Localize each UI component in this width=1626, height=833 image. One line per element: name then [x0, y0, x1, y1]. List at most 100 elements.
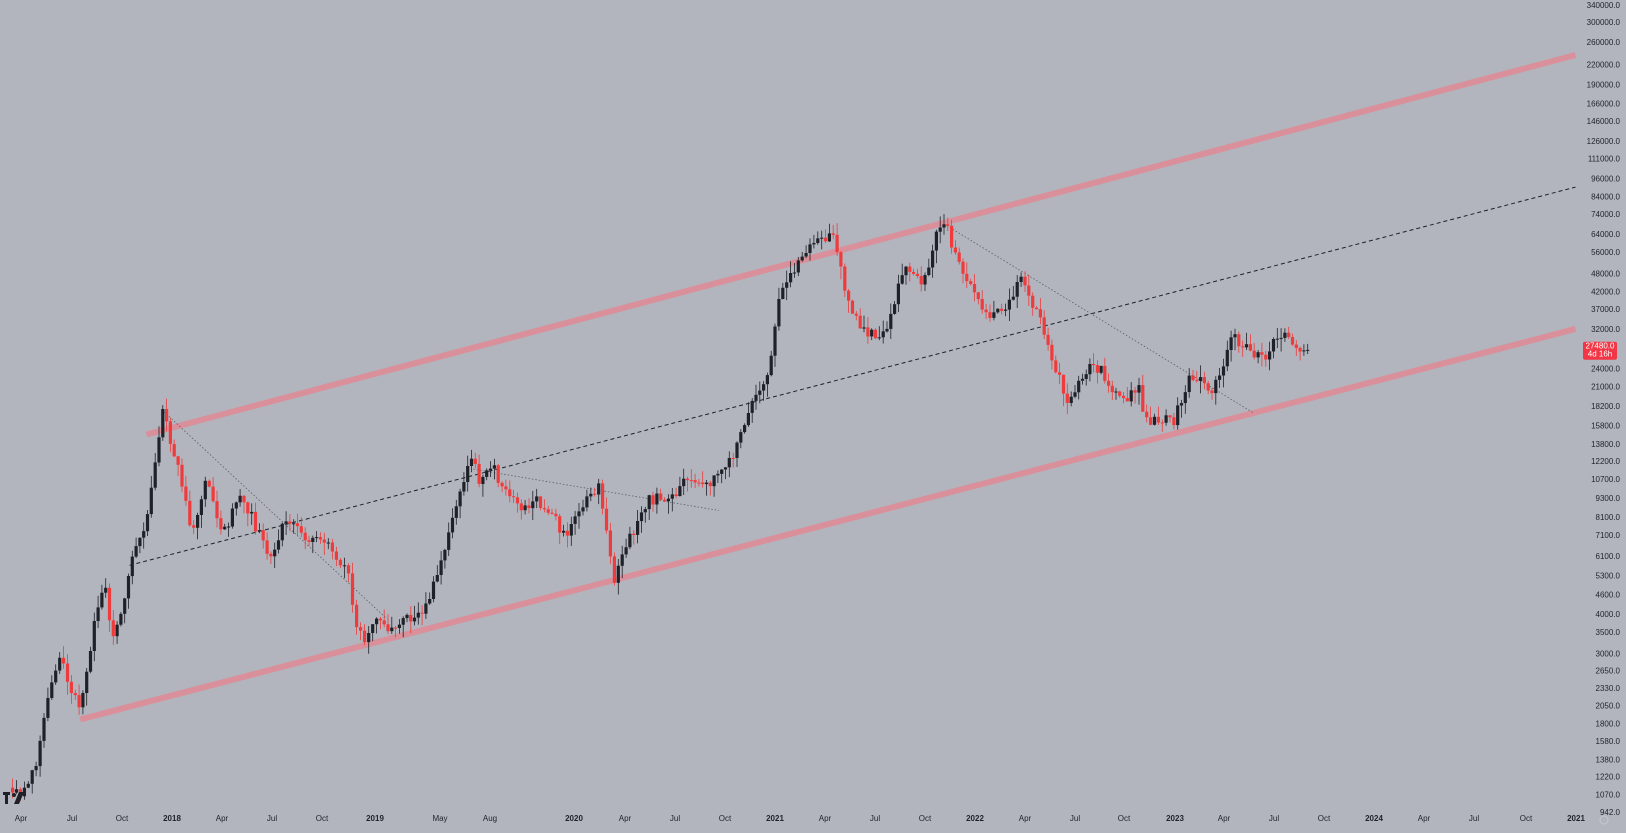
candle-down	[701, 482, 705, 485]
candle-down	[839, 252, 843, 267]
candle-up	[816, 238, 820, 243]
y-tick-label: 7100.0	[1596, 531, 1621, 540]
x-tick-label: Jul	[1469, 814, 1479, 823]
candle-down	[542, 508, 546, 510]
candle-up	[804, 253, 808, 257]
candle-up	[643, 509, 647, 513]
candle-up	[257, 530, 261, 532]
candle-up	[934, 231, 938, 251]
candle-down	[831, 233, 835, 235]
candle-down	[165, 409, 169, 422]
candle-down	[176, 456, 180, 465]
candle-up	[750, 400, 754, 413]
x-tick-label: Jul	[870, 814, 880, 823]
x-tick-label: Oct	[1520, 814, 1533, 823]
x-tick-label: Jul	[1269, 814, 1279, 823]
last-price-label-bg	[1583, 341, 1617, 360]
candle-down	[346, 565, 351, 574]
candle-up	[462, 482, 466, 492]
candle-up	[488, 468, 493, 471]
channel-median-line	[129, 186, 1576, 566]
candle-down	[689, 480, 693, 482]
candle-down	[659, 493, 663, 500]
candle-down	[1260, 352, 1264, 355]
candle-down	[207, 480, 211, 487]
candle-up	[273, 549, 277, 557]
candle-down	[1298, 347, 1302, 352]
chart-settings-icon[interactable]	[1599, 815, 1609, 825]
candle-up	[923, 275, 927, 285]
candle-down	[1141, 385, 1145, 412]
candle-down	[261, 530, 265, 541]
candle-down	[409, 614, 413, 622]
candle-up	[531, 501, 535, 509]
candle-down	[946, 224, 950, 226]
candle-up	[877, 337, 881, 339]
candle-up	[397, 624, 401, 628]
candle-up	[781, 287, 785, 299]
candle-up	[992, 312, 996, 318]
candle-up	[1073, 392, 1077, 397]
x-tick-label: Apr	[15, 814, 28, 823]
candle-up	[100, 592, 104, 608]
candle-down	[651, 495, 655, 505]
candle-up	[812, 243, 816, 245]
candle-up	[1011, 296, 1015, 300]
candle-up	[292, 523, 296, 525]
candle-up	[535, 496, 539, 502]
candle-up	[739, 432, 743, 443]
y-axis[interactable]: 340000.0 300000.0 260000.0 220000.0 190000.0…	[1587, 1, 1621, 817]
candle-down	[1046, 334, 1050, 345]
candle-up	[115, 624, 119, 637]
candle-up	[401, 618, 405, 625]
candle-down	[1103, 365, 1107, 381]
y-tick-label: 300000.0	[1587, 18, 1621, 27]
candle-down	[1027, 285, 1031, 296]
candle-up	[1187, 375, 1191, 392]
candle-down	[107, 587, 112, 621]
candle-up	[481, 476, 485, 484]
candle-up	[889, 313, 893, 329]
candle-down	[558, 516, 562, 533]
candle-up	[931, 250, 935, 268]
candle-down	[915, 273, 919, 276]
candle-up	[1225, 349, 1229, 367]
candle-up	[1164, 415, 1168, 423]
y-tick-label: 74000.0	[1591, 210, 1620, 219]
x-tick-label: 2021	[766, 814, 784, 823]
candle-up	[885, 328, 889, 332]
candle-up	[46, 698, 50, 718]
candle-up	[1007, 299, 1011, 310]
candle-down	[69, 681, 73, 694]
candle-down	[192, 525, 196, 528]
candle-down	[1118, 391, 1122, 396]
candle-up	[727, 458, 731, 468]
channel-lower-line	[79, 325, 1577, 723]
candle-down	[1107, 380, 1111, 386]
candle-up	[149, 487, 153, 515]
y-tick-label: 15800.0	[1591, 422, 1620, 431]
candle-up	[1088, 364, 1092, 375]
tradingview-logo-icon[interactable]	[3, 792, 24, 804]
channel-layer	[79, 52, 1577, 723]
candle-up	[485, 470, 489, 477]
candle-down	[1149, 417, 1153, 425]
x-axis[interactable]: Apr Jul Oct 2018 Apr Jul Oct 2019 May Aug 2020 Apr J…	[15, 814, 1586, 823]
candle-down	[550, 512, 554, 514]
candle-down	[1092, 364, 1096, 366]
candle-up	[577, 511, 581, 517]
candle-up	[1080, 378, 1085, 381]
y-tick-label: 24000.0	[1591, 364, 1620, 373]
candle-layer	[11, 214, 1310, 802]
y-tick-label: 96000.0	[1591, 174, 1620, 183]
candle-down	[477, 463, 481, 484]
candle-down	[858, 315, 862, 329]
candle-up	[581, 507, 585, 512]
candle-up	[81, 693, 85, 708]
last-price-countdown: 4d 16h	[1588, 350, 1612, 359]
candle-down	[693, 480, 697, 483]
candle-up	[789, 273, 793, 283]
candle-down	[1110, 385, 1114, 393]
